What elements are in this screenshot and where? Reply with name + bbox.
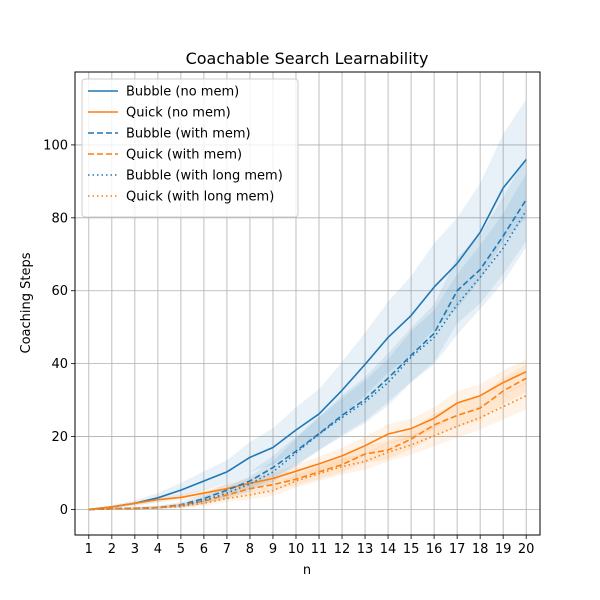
x-tick-label: 5 — [177, 542, 185, 557]
legend-box — [81, 78, 299, 218]
y-tick-label: 100 — [43, 138, 68, 153]
x-tick-label: 9 — [269, 542, 277, 557]
line-bubble-no-mem — [88, 158, 527, 511]
x-tick-label: 15 — [403, 542, 420, 557]
legend-label-bubble-no-mem: Bubble (no mem) — [126, 85, 239, 100]
band-bubble-with-mem — [88, 156, 527, 510]
x-tick-label: 17 — [449, 542, 466, 557]
x-tick-label: 19 — [495, 542, 512, 557]
x-tick-label: 4 — [154, 542, 162, 557]
x-tick-label: 18 — [472, 542, 489, 557]
x-tick-label: 3 — [131, 542, 139, 557]
line-quick-with-long-mem — [88, 395, 527, 511]
band-quick-with-mem — [88, 364, 527, 510]
y-tick-label: 0 — [60, 503, 68, 518]
x-tick-label: 12 — [334, 542, 351, 557]
x-tick-label: 10 — [288, 542, 305, 557]
x-tick-label: 16 — [426, 542, 443, 557]
line-quick-no-mem — [88, 370, 527, 511]
plot-area-frame — [74, 71, 541, 536]
band-bubble-no-mem — [88, 99, 527, 510]
x-tick-label: 1 — [85, 542, 93, 557]
x-axis-label: n — [303, 563, 311, 578]
y-tick-label: 60 — [51, 284, 68, 299]
x-tick-label: 6 — [200, 542, 208, 557]
x-tick-label: 14 — [380, 542, 397, 557]
legend-label-quick-no-mem: Quick (no mem) — [126, 106, 231, 121]
y-tick-label: 80 — [51, 211, 68, 226]
chart-title: Coachable Search Learnability — [186, 49, 429, 68]
series-lines — [88, 158, 527, 511]
legend: Bubble (no mem) Quick (no mem) Bubble (wit… — [81, 78, 299, 218]
x-tick-label: 20 — [518, 542, 535, 557]
legend-label-quick-with-mem: Quick (with mem) — [126, 148, 242, 163]
x-tick-label: 13 — [357, 542, 374, 557]
x-tick-label: 2 — [108, 542, 116, 557]
legend-label-quick-with-long-mem: Quick (with long mem) — [126, 190, 274, 205]
x-tick-label: 11 — [311, 542, 328, 557]
x-tick-label: 8 — [246, 542, 254, 557]
y-axis-label: Coaching Steps — [19, 252, 34, 353]
x-tick-label: 7 — [223, 542, 231, 557]
legend-label-bubble-with-long-mem: Bubble (with long mem) — [126, 169, 283, 184]
axis-ticks: 1 2 3 4 5 6 7 8 9 10 11 12 13 14 15 16 17 18 19 20020406080… — [43, 138, 534, 557]
legend-label-bubble-with-mem: Bubble (with mem) — [126, 127, 251, 142]
y-tick-label: 40 — [51, 357, 68, 372]
band-quick-with-long-mem — [88, 382, 527, 510]
y-tick-label: 20 — [51, 430, 68, 445]
